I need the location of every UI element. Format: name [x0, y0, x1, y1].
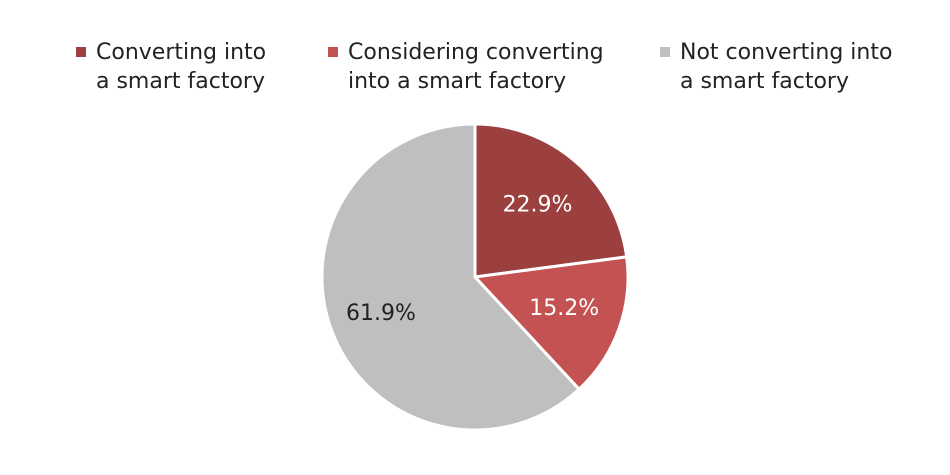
data-label-considering: 15.2%: [529, 296, 599, 321]
legend-label-considering: Considering converting into a smart fact…: [348, 40, 604, 94]
data-label-not-converting: 61.9%: [346, 301, 416, 326]
legend-label-converting: Converting into a smart factory: [96, 40, 267, 94]
pie-slice-considering: [473, 255, 630, 391]
data-label-converting: 22.9%: [503, 193, 573, 218]
legend-swatch-considering: [328, 47, 338, 57]
pie-slice-converting: [473, 122, 629, 279]
legend-label-not-converting: Not converting into a smart factory: [680, 40, 893, 94]
chart-legend: Converting into a smart factory Consider…: [0, 0, 950, 110]
legend-swatch-not-converting: [660, 47, 670, 57]
legend-swatch-converting: [76, 47, 86, 57]
pie-slice-not-converting: [320, 122, 581, 432]
